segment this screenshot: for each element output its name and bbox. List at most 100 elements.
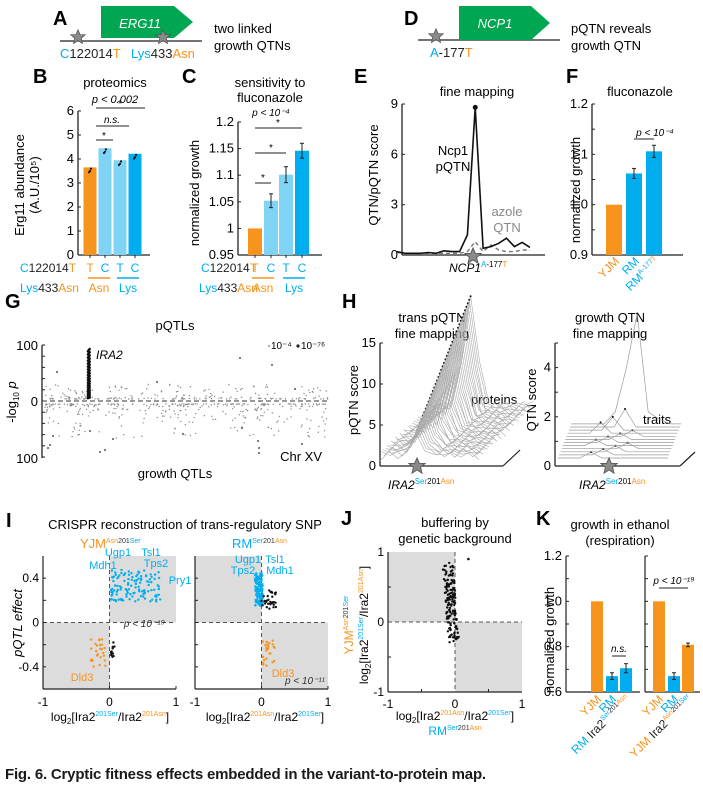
protein-trace bbox=[406, 366, 506, 437]
data-point bbox=[133, 591, 136, 594]
data-point bbox=[301, 424, 303, 426]
data-point bbox=[272, 403, 274, 406]
data-point bbox=[217, 403, 219, 405]
data-point bbox=[184, 398, 186, 400]
data-point bbox=[261, 583, 264, 586]
data-point bbox=[293, 403, 295, 405]
caption-label: Fig. 6. bbox=[5, 766, 47, 783]
data-point bbox=[141, 435, 143, 437]
data-point bbox=[252, 433, 255, 436]
x-tick-label: 0 bbox=[452, 697, 459, 711]
legend: 10⁻⁴ 10⁻⁷⁶ bbox=[268, 341, 325, 352]
data-point bbox=[115, 386, 117, 388]
data-point bbox=[318, 395, 320, 397]
chart-title: growth in ethanol bbox=[570, 517, 669, 532]
data-point bbox=[323, 430, 326, 432]
data-point bbox=[271, 639, 274, 642]
data-point bbox=[124, 388, 126, 390]
data-point bbox=[272, 645, 275, 649]
data-point bbox=[120, 571, 123, 575]
data-point bbox=[73, 403, 75, 406]
data-point bbox=[63, 403, 66, 405]
data-point bbox=[97, 408, 99, 410]
data-point bbox=[150, 581, 153, 584]
data-point bbox=[306, 418, 308, 420]
data-point bbox=[180, 410, 182, 412]
y-tick-label: 1.1 bbox=[216, 167, 234, 182]
data-point bbox=[258, 592, 262, 596]
data-point bbox=[303, 392, 305, 395]
data-point bbox=[133, 436, 135, 439]
data-point bbox=[108, 386, 111, 388]
data-point bbox=[54, 403, 56, 405]
data-point bbox=[451, 572, 455, 575]
y-tick-label: 1 bbox=[377, 545, 384, 559]
bar bbox=[653, 601, 665, 692]
data-point bbox=[453, 592, 456, 595]
data-point bbox=[294, 388, 296, 390]
y-tick-label: 3 bbox=[67, 175, 74, 190]
peak-marker bbox=[599, 421, 602, 424]
data-point bbox=[157, 403, 159, 406]
data-point bbox=[270, 590, 273, 594]
data-point bbox=[161, 420, 163, 422]
data-point bbox=[323, 411, 325, 413]
data-point bbox=[110, 588, 113, 592]
data-point bbox=[234, 417, 236, 419]
data-point bbox=[267, 409, 269, 411]
data-point bbox=[181, 396, 183, 399]
y-tick-label: 5 bbox=[369, 417, 376, 432]
significance-star: * bbox=[261, 173, 265, 184]
data-point bbox=[453, 632, 456, 635]
data-point bbox=[447, 574, 451, 577]
data-point bbox=[208, 388, 210, 391]
protein-trace bbox=[413, 348, 513, 430]
data-point bbox=[453, 581, 456, 585]
y-tick-label: 1.2 bbox=[216, 114, 234, 129]
legend-label-small: 10⁻⁴ bbox=[271, 341, 292, 352]
group-label: Asn bbox=[89, 281, 110, 295]
data-point bbox=[450, 578, 453, 582]
protein-trace bbox=[403, 373, 503, 438]
data-point bbox=[110, 397, 113, 399]
data-point bbox=[179, 404, 182, 407]
data-point bbox=[447, 617, 450, 620]
y-tick-label: 1.0 bbox=[544, 593, 562, 608]
data-point bbox=[116, 406, 119, 408]
protein-trace bbox=[410, 355, 511, 433]
data-point bbox=[203, 390, 205, 392]
data-point bbox=[175, 396, 177, 398]
gene-name-erg11: ERG11 bbox=[119, 16, 161, 31]
data-point bbox=[208, 406, 210, 408]
chart-title: trans pQTN bbox=[398, 310, 465, 325]
data-point bbox=[47, 447, 49, 449]
data-point bbox=[118, 397, 120, 399]
data-point bbox=[448, 598, 451, 601]
data-point bbox=[449, 592, 453, 595]
data-point bbox=[126, 388, 128, 390]
legend-label-large: 10⁻⁷⁶ bbox=[301, 341, 325, 352]
data-point bbox=[260, 397, 262, 400]
data-point bbox=[225, 398, 228, 400]
data-point bbox=[84, 430, 86, 433]
data-point bbox=[165, 403, 167, 405]
data-point bbox=[120, 599, 124, 602]
data-point bbox=[116, 398, 118, 400]
row-label: Lys433Asn bbox=[20, 281, 79, 295]
data-point bbox=[171, 398, 174, 400]
data-point bbox=[134, 586, 137, 589]
bar bbox=[682, 644, 694, 692]
data-point bbox=[47, 422, 49, 424]
data-point bbox=[276, 421, 278, 423]
data-point bbox=[290, 408, 292, 410]
data-point bbox=[158, 405, 160, 408]
data-point bbox=[262, 415, 264, 417]
data-point bbox=[182, 398, 184, 400]
data-point bbox=[124, 396, 127, 399]
data-point bbox=[287, 403, 289, 405]
data-point bbox=[137, 588, 141, 591]
data-point bbox=[447, 585, 451, 588]
data-point bbox=[268, 607, 271, 610]
data-point bbox=[446, 596, 449, 600]
